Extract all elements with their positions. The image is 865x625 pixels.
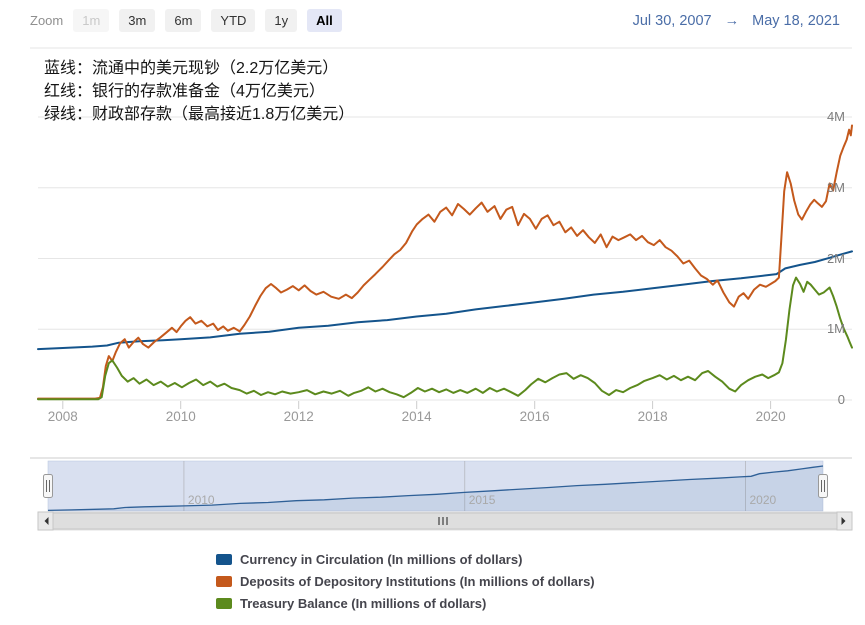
zoom-label: Zoom — [30, 13, 64, 28]
y-axis-label: 3M — [826, 179, 845, 195]
y-axis-label: 2M — [826, 250, 845, 266]
scrollbar-right-arrow[interactable] — [836, 511, 853, 531]
navigator-right-handle[interactable] — [818, 474, 828, 498]
y-axis-label: 0 — [837, 392, 845, 407]
legend-item-treasury[interactable]: Treasury Balance (In millions of dollars… — [216, 592, 595, 614]
legend: Currency in Circulation (In millions of … — [216, 548, 595, 614]
scrollbar-thumb[interactable] — [52, 512, 838, 530]
legend-item-label: Deposits of Depository Institutions (In … — [240, 573, 595, 589]
zoom-button-1y[interactable]: 1y — [265, 9, 298, 32]
zoom-button-all[interactable]: All — [307, 9, 342, 32]
navigator-axis-label: 2015 — [468, 493, 496, 507]
legend-swatch-icon — [216, 575, 232, 587]
legend-swatch-icon — [216, 597, 232, 609]
zoom-button-3m[interactable]: 3m — [119, 9, 156, 32]
legend-item-deposits[interactable]: Deposits of Depository Institutions (In … — [216, 570, 595, 592]
annotation-red-line: 红线：银行的存款准备金（4万亿美元） — [44, 83, 325, 100]
y-axis-label: 4M — [826, 109, 845, 124]
navigator-series-line — [47, 465, 824, 512]
zoom-button-6m[interactable]: 6m — [165, 9, 202, 32]
legend-swatch-icon — [216, 553, 232, 565]
scrollbar-left-arrow[interactable] — [37, 511, 54, 531]
series-line-currency — [37, 250, 853, 351]
range-from-input[interactable]: Jul 30, 2007 — [632, 13, 712, 29]
legend-item-label: Currency in Circulation (In millions of … — [240, 551, 523, 567]
x-axis-label: 2014 — [401, 409, 432, 424]
zoom-button-1m[interactable]: 1m — [73, 9, 110, 32]
annotation-blue-line: 蓝线：流通中的美元现钞（2.2万亿美元） — [44, 60, 339, 77]
x-axis-label: 2010 — [165, 409, 196, 424]
date-range-display: Jul 30, 2007 → May 18, 2021 — [633, 13, 840, 29]
range-arrow-icon: → — [724, 13, 740, 29]
x-axis-label: 2008 — [47, 409, 78, 424]
navigator-axis-label: 2020 — [749, 493, 777, 507]
x-axis-label: 2020 — [755, 409, 786, 424]
legend-item-currency[interactable]: Currency in Circulation (In millions of … — [216, 548, 595, 570]
x-axis-label: 2018 — [637, 409, 668, 424]
x-axis-label: 2012 — [283, 409, 314, 424]
navigator-area — [48, 466, 823, 511]
legend-item-label: Treasury Balance (In millions of dollars… — [240, 595, 487, 611]
y-axis-label: 1M — [826, 321, 845, 337]
range-to-input[interactable]: May 18, 2021 — [752, 13, 840, 29]
x-axis-label: 2016 — [519, 409, 550, 424]
navigator-left-handle[interactable] — [43, 474, 53, 498]
annotation-block: 蓝线：流通中的美元现钞（2.2万亿美元） 红线：银行的存款准备金（4万亿美元） … — [44, 57, 354, 126]
series-line-deposits — [37, 124, 853, 400]
zoom-button-ytd[interactable]: YTD — [211, 9, 256, 32]
navigator-mask[interactable] — [47, 460, 824, 512]
range-selector: Zoom 1m 3m 6m YTD 1y All — [30, 9, 352, 32]
zoom-buttons-group: 1m 3m 6m YTD 1y All — [73, 9, 352, 32]
navigator-axis-label: 2010 — [187, 493, 215, 507]
annotation-green-line: 绿线：财政部存款（最高接近1.8万亿美元） — [44, 106, 355, 123]
series-line-treasury — [37, 276, 853, 401]
